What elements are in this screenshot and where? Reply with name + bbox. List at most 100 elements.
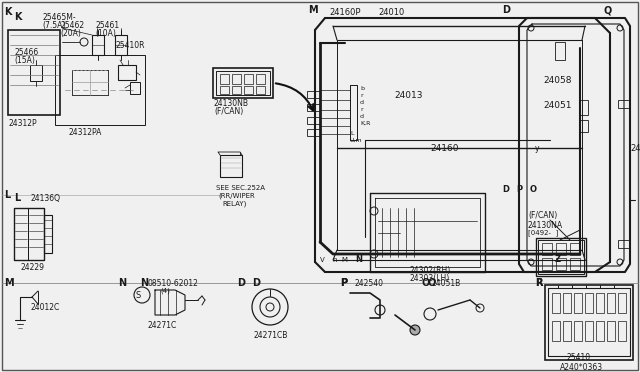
Bar — [618, 321, 626, 341]
Text: (20A): (20A) — [60, 29, 81, 38]
Text: K: K — [14, 12, 22, 22]
Text: n: n — [332, 257, 337, 263]
Text: L: L — [4, 190, 10, 200]
Text: (F/CAN): (F/CAN) — [528, 211, 557, 219]
Bar — [220, 86, 229, 94]
Bar — [580, 120, 588, 132]
Bar — [256, 86, 265, 94]
Bar — [213, 68, 273, 98]
Bar — [574, 293, 582, 313]
Text: (4): (4) — [160, 288, 170, 294]
Text: d: d — [360, 99, 364, 105]
Text: V: V — [320, 257, 324, 263]
Text: 25462: 25462 — [60, 20, 84, 29]
Bar — [118, 65, 136, 80]
Text: 24271CB: 24271CB — [253, 330, 287, 340]
Bar — [307, 104, 320, 111]
Text: L: L — [350, 131, 353, 135]
Text: R: R — [535, 278, 543, 288]
Bar — [548, 288, 630, 356]
Text: O: O — [422, 278, 430, 288]
Bar — [556, 243, 566, 255]
Bar — [542, 243, 552, 255]
Text: M: M — [341, 257, 347, 263]
Text: 24013: 24013 — [394, 90, 422, 99]
Text: 25465M-: 25465M- — [42, 13, 76, 22]
Bar — [8, 30, 60, 115]
Text: O: O — [530, 185, 537, 193]
Bar — [607, 293, 615, 313]
Bar — [244, 74, 253, 84]
Text: (F/CAN): (F/CAN) — [214, 106, 243, 115]
Text: 25466: 25466 — [14, 48, 38, 57]
Text: 24303(LH): 24303(LH) — [410, 273, 451, 282]
Text: r: r — [360, 106, 363, 112]
Bar — [585, 293, 593, 313]
Bar — [536, 238, 586, 276]
Bar — [307, 91, 320, 98]
Bar — [574, 321, 582, 341]
Text: (15A): (15A) — [14, 55, 35, 64]
Text: 25410: 25410 — [567, 353, 591, 362]
Bar — [552, 321, 560, 341]
Bar — [244, 86, 253, 94]
Text: 242540: 242540 — [355, 279, 384, 288]
Text: U,m: U,m — [350, 138, 363, 142]
Bar — [30, 65, 42, 81]
Text: 24130NA: 24130NA — [528, 221, 563, 230]
Text: D: D — [252, 278, 260, 288]
Text: SEE SEC.252A: SEE SEC.252A — [216, 185, 265, 191]
Bar — [570, 258, 580, 270]
Bar — [232, 74, 241, 84]
Bar — [556, 258, 566, 270]
Bar — [130, 82, 140, 94]
Text: 24051: 24051 — [543, 100, 572, 109]
Text: 24051B: 24051B — [432, 279, 461, 288]
Bar — [14, 208, 44, 260]
Text: 24136Q: 24136Q — [30, 193, 60, 202]
Text: b: b — [360, 86, 364, 90]
Text: 24312P: 24312P — [8, 119, 36, 128]
Text: D: D — [502, 185, 509, 193]
Bar — [256, 74, 265, 84]
Bar — [220, 74, 229, 84]
Text: P: P — [340, 278, 347, 288]
Text: 25461: 25461 — [95, 20, 119, 29]
Text: 24271C: 24271C — [148, 321, 177, 330]
Bar — [570, 243, 580, 255]
Text: D: D — [502, 5, 510, 15]
Bar — [563, 321, 571, 341]
Bar — [563, 293, 571, 313]
Text: M: M — [308, 5, 317, 15]
Text: K,R: K,R — [360, 121, 371, 125]
Text: P: P — [340, 278, 347, 288]
Bar — [618, 240, 630, 248]
Bar — [307, 117, 320, 124]
Text: RELAY): RELAY) — [222, 201, 246, 207]
Bar — [596, 321, 604, 341]
Bar — [307, 129, 320, 136]
Text: 24160: 24160 — [430, 144, 458, 153]
Text: y: y — [535, 144, 540, 153]
Text: 24012C: 24012C — [30, 304, 60, 312]
Text: 24160P: 24160P — [329, 7, 360, 16]
Bar — [538, 240, 584, 274]
Text: d: d — [360, 113, 364, 119]
Bar — [232, 86, 241, 94]
Text: 24312PA: 24312PA — [68, 128, 101, 137]
Bar — [555, 42, 565, 60]
Bar — [220, 155, 242, 177]
Text: D: D — [237, 278, 245, 288]
Bar — [545, 285, 633, 360]
Bar — [28, 208, 44, 260]
Text: (7.5A): (7.5A) — [42, 20, 65, 29]
Bar — [44, 215, 52, 253]
Text: N: N — [355, 256, 362, 264]
Text: Q: Q — [604, 5, 612, 15]
Text: 24015: 24015 — [630, 144, 640, 153]
Bar — [596, 293, 604, 313]
Bar — [580, 100, 588, 115]
Text: K: K — [4, 7, 12, 17]
Text: Z: Z — [555, 256, 561, 264]
Text: S: S — [136, 291, 141, 299]
